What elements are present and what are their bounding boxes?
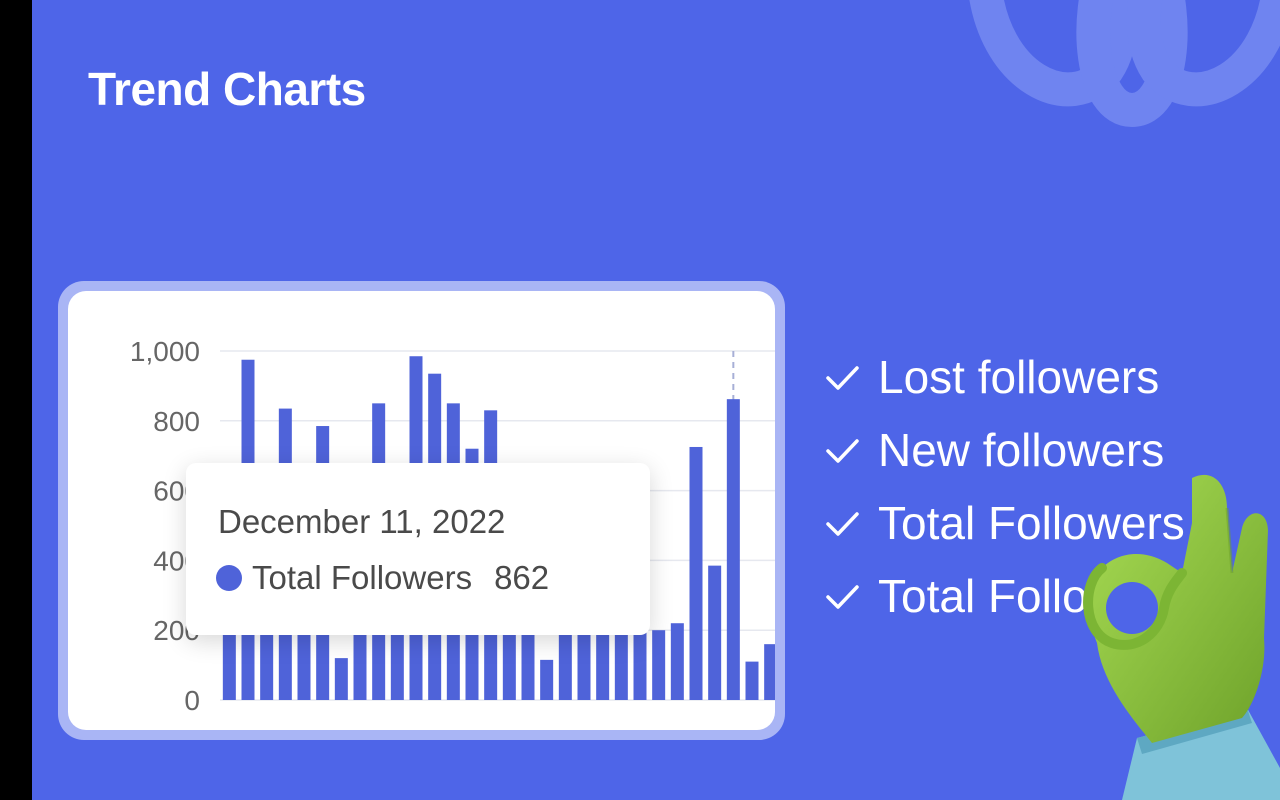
bar[interactable] <box>652 630 666 700</box>
promo-banner: Trend Charts 0 200 400 600 800 1,000 December… <box>32 0 1280 800</box>
feature-item: New followers <box>822 413 1185 486</box>
feature-item: Total Followers <box>822 486 1185 559</box>
chart-card: 0 200 400 600 800 1,000 December 11, 2022 Tot… <box>68 291 775 730</box>
series-dot-icon <box>216 565 242 591</box>
check-icon <box>826 584 859 609</box>
bar[interactable] <box>540 659 554 700</box>
bar[interactable] <box>334 658 348 700</box>
bar[interactable] <box>521 630 535 700</box>
feature-label: Lost followers <box>878 350 1160 403</box>
y-tick-label: 1,000 <box>130 336 200 367</box>
bar[interactable] <box>558 630 572 700</box>
y-tick-label: 800 <box>153 406 200 437</box>
bar[interactable] <box>745 661 759 700</box>
ok-hand-icon <box>1083 474 1280 800</box>
chart-tooltip: December 11, 2022 Total Followers 862 <box>186 463 650 635</box>
bar[interactable] <box>502 630 516 700</box>
feature-label: Total Followers <box>878 496 1185 549</box>
tooltip-value: 862 <box>494 559 550 596</box>
bar[interactable] <box>596 630 610 700</box>
bar[interactable] <box>764 644 775 700</box>
bar[interactable] <box>689 446 703 700</box>
bar[interactable] <box>222 630 236 700</box>
tooltip-series-name: Total Followers <box>252 559 473 596</box>
bar[interactable] <box>726 399 740 700</box>
bar[interactable] <box>353 630 367 700</box>
check-icon <box>826 438 859 463</box>
bar[interactable] <box>577 630 591 700</box>
tooltip-row: Total Followers 862 <box>216 559 549 597</box>
bar[interactable] <box>670 623 684 700</box>
feature-item: Lost followers <box>822 340 1185 413</box>
check-icon <box>826 511 859 536</box>
y-tick-label: 0 <box>184 685 200 716</box>
tooltip-date: December 11, 2022 <box>218 503 506 540</box>
bar[interactable] <box>390 630 404 700</box>
bar[interactable] <box>260 630 274 700</box>
feature-label: New followers <box>878 423 1165 476</box>
page-title: Trend Charts <box>88 63 366 115</box>
bar[interactable] <box>614 630 628 700</box>
check-icon <box>826 365 859 390</box>
bar[interactable] <box>633 630 647 700</box>
brand-logo-icon <box>969 0 1280 128</box>
bar[interactable] <box>708 565 722 700</box>
bar[interactable] <box>297 630 311 700</box>
